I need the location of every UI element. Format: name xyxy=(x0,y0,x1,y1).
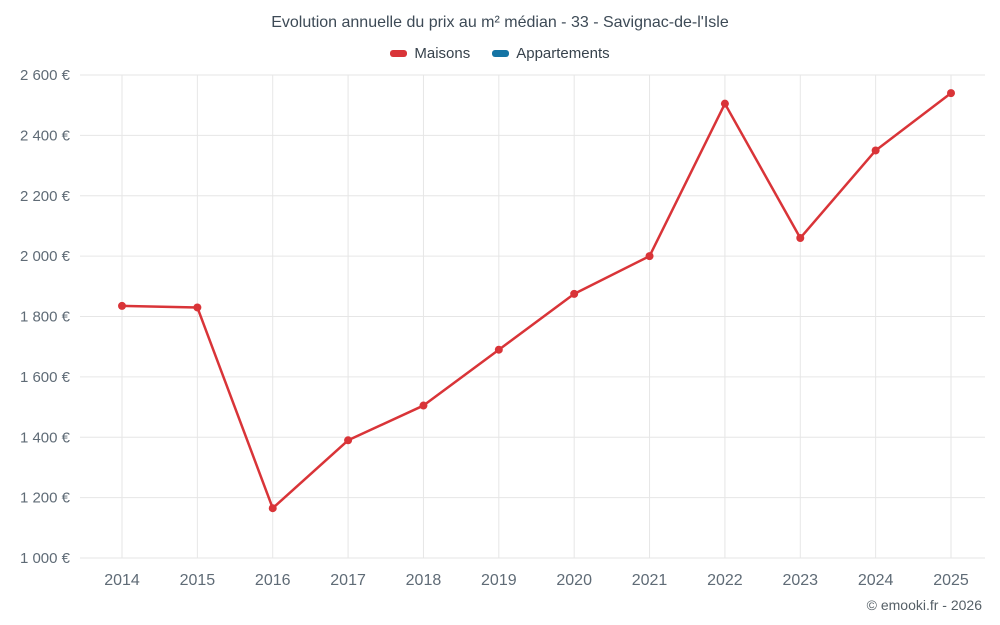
x-tick-label: 2024 xyxy=(858,572,894,589)
data-point-maisons[interactable] xyxy=(720,99,729,108)
series-line-maisons xyxy=(120,91,953,510)
data-point-maisons[interactable] xyxy=(118,301,126,310)
data-point-maisons[interactable] xyxy=(645,252,654,261)
legend-item-appartements[interactable]: Appartements xyxy=(492,45,610,62)
chart-title: Evolution annuelle du prix au m² médian … xyxy=(271,14,729,31)
x-tick-label: 2015 xyxy=(180,572,216,589)
copyright-text: © emooki.fr - 2026 xyxy=(866,597,982,613)
y-tick-label: 2 600 € xyxy=(20,67,71,84)
y-tick-label: 1 000 € xyxy=(20,550,71,567)
data-point-maisons[interactable] xyxy=(796,234,805,243)
legend-label-appartements: Appartements xyxy=(516,45,610,62)
x-tick-label: 2017 xyxy=(330,572,366,589)
data-point-maisons[interactable] xyxy=(344,436,353,445)
y-tick-label: 1 800 € xyxy=(20,309,71,326)
data-point-maisons[interactable] xyxy=(947,89,955,98)
x-tick-label: 2021 xyxy=(632,572,668,589)
y-tick-label: 1 200 € xyxy=(20,490,71,507)
data-point-maisons[interactable] xyxy=(419,401,428,410)
data-point-maisons[interactable] xyxy=(570,289,579,298)
y-tick-label: 1 600 € xyxy=(20,369,71,386)
x-tick-label: 2025 xyxy=(933,572,969,589)
legend-item-maisons[interactable]: Maisons xyxy=(390,45,470,62)
x-tick-label: 2018 xyxy=(406,572,442,589)
data-point-maisons[interactable] xyxy=(193,303,202,312)
x-tick-label: 2016 xyxy=(255,572,291,589)
y-tick-label: 2 200 € xyxy=(20,188,71,205)
appartements-swatch-icon xyxy=(492,50,510,57)
data-point-maisons[interactable] xyxy=(871,146,880,155)
y-tick-label: 2 000 € xyxy=(20,248,71,265)
x-tick-label: 2023 xyxy=(782,572,818,589)
maisons-swatch-icon xyxy=(390,50,408,57)
y-tick-label: 2 400 € xyxy=(20,127,71,144)
data-point-maisons[interactable] xyxy=(494,345,503,354)
data-point-maisons[interactable] xyxy=(268,504,277,513)
legend: Maisons Appartements xyxy=(0,45,1000,62)
x-tick-label: 2019 xyxy=(481,572,517,589)
legend-label-maisons: Maisons xyxy=(414,45,471,62)
x-tick-label: 2014 xyxy=(104,572,140,589)
x-tick-label: 2022 xyxy=(707,572,743,589)
x-tick-label: 2020 xyxy=(556,572,592,589)
y-tick-label: 1 400 € xyxy=(20,429,71,446)
